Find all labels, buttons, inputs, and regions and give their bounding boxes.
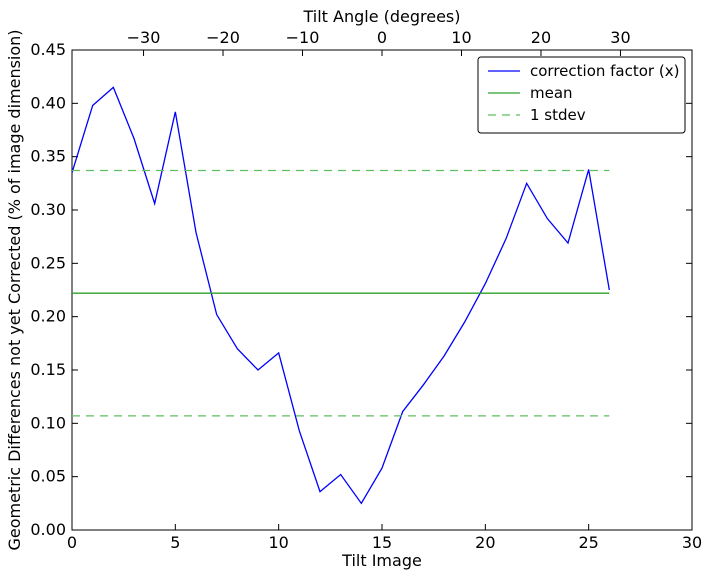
legend-label: correction factor (x) <box>530 62 679 80</box>
top-x-tick-label: 0 <box>377 28 387 47</box>
top-x-axis-label: Tilt Angle (degrees) <box>302 7 460 26</box>
top-x-tick-label: −30 <box>127 28 161 47</box>
y-tick-label: 0.00 <box>30 520 66 539</box>
y-axis-label: Geometric Differences not yet Corrected … <box>5 29 24 550</box>
legend-label: 1 stdev <box>530 106 586 124</box>
top-x-tick-label: 20 <box>531 28 551 47</box>
series-line-correction-factor-x <box>71 86 610 505</box>
x-tick-label: 30 <box>682 533 702 552</box>
y-tick-label: 0.30 <box>30 200 66 219</box>
legend-box <box>477 56 686 134</box>
x-axis-label: Tilt Image <box>341 551 422 570</box>
x-tick-label: 10 <box>268 533 288 552</box>
y-tick-label: 0.10 <box>30 413 66 432</box>
y-tick-label: 0.15 <box>30 360 66 379</box>
top-x-tick-label: 10 <box>451 28 471 47</box>
x-tick-label: 25 <box>578 533 598 552</box>
y-tick-label: 0.40 <box>30 93 66 112</box>
x-tick-label: 5 <box>170 533 180 552</box>
x-tick-label: 15 <box>372 533 392 552</box>
y-tick-label: 0.35 <box>30 147 66 166</box>
x-tick-label: 20 <box>475 533 495 552</box>
axis-ticks: 0 5 10 15 20 25 30 0.00 0.05 0.10 0.15 0.20 0.25 0.30… <box>30 28 702 552</box>
y-tick-label: 0.05 <box>30 467 66 486</box>
y-tick-label: 0.45 <box>30 40 66 59</box>
y-tick-label: 0.20 <box>30 307 66 326</box>
series-layer <box>71 86 610 505</box>
legend-label: mean <box>530 84 573 102</box>
top-x-tick-label: −20 <box>206 28 240 47</box>
legend: correction factor (x) mean 1 stdev <box>477 56 686 134</box>
top-x-tick-label: −10 <box>286 28 320 47</box>
top-x-tick-label: 30 <box>610 28 630 47</box>
x-tick-label: 0 <box>67 533 77 552</box>
y-tick-label: 0.25 <box>30 253 66 272</box>
